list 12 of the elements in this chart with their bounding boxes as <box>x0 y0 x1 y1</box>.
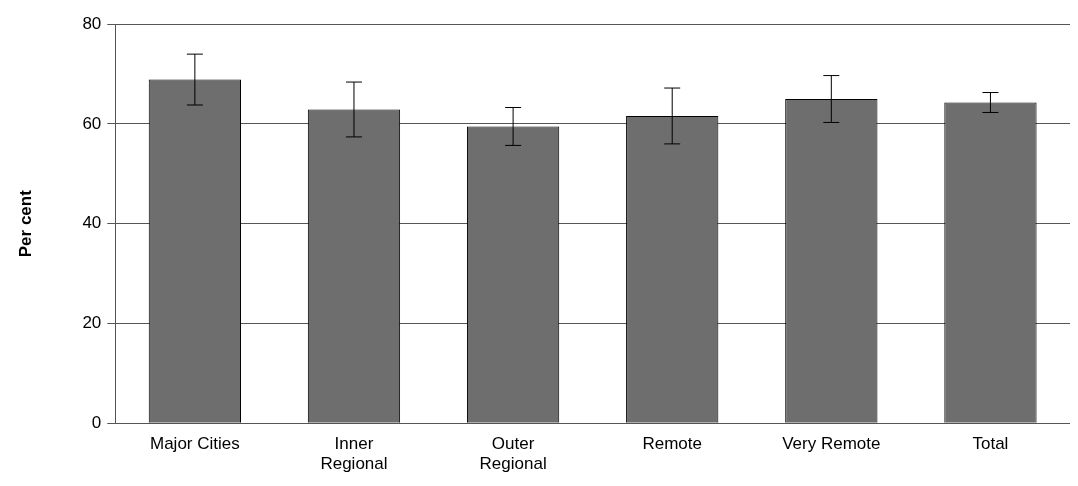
y-tick-label: 40 <box>82 213 102 233</box>
y-tick-label: 0 <box>91 412 102 432</box>
y-axis-title: Per cent <box>15 189 35 258</box>
x-tick-label: Outer Regional <box>479 434 547 474</box>
x-tick-label: Remote <box>642 434 702 454</box>
y-tick-label: 20 <box>82 313 102 333</box>
x-tick-label: Inner Regional <box>320 434 388 474</box>
x-tick-label: Very Remote <box>782 434 881 454</box>
x-tick-label: Major Cities <box>149 434 240 454</box>
y-tick-label: 80 <box>82 13 102 33</box>
y-tick-label: 60 <box>82 113 102 133</box>
x-tick-label: Total <box>972 434 1009 454</box>
